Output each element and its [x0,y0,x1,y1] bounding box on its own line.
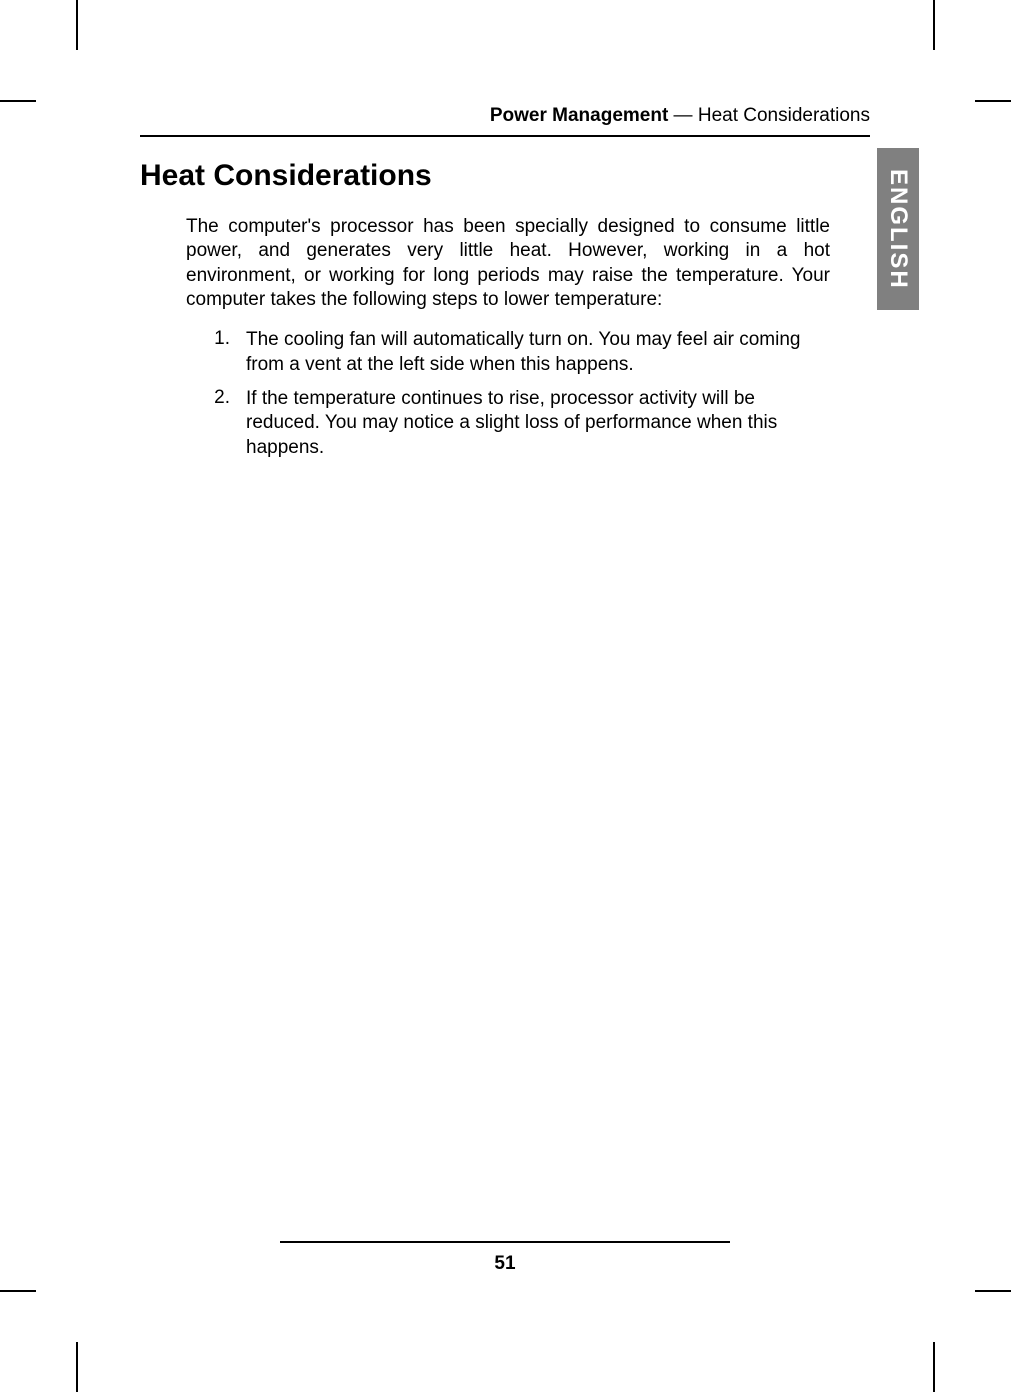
crop-mark [76,0,78,50]
crop-mark [76,1342,78,1392]
header-separator: — [668,105,698,126]
language-side-tab: ENGLISH [877,148,919,310]
running-header: Power Management — Heat Considerations [140,105,870,137]
intro-paragraph: The computer's processor has been specia… [186,215,830,312]
list-number: 2. [206,387,246,460]
list-text: If the temperature continues to rise, pr… [246,387,830,460]
crop-mark [933,1342,935,1392]
page-content: Power Management — Heat Considerations H… [140,105,870,1275]
section-title: Heat Considerations [140,159,870,193]
page-number: 51 [140,1253,870,1275]
header-chapter: Power Management [490,105,668,126]
list-text: The cooling fan will automatically turn … [246,328,830,377]
crop-mark [0,1290,36,1292]
numbered-list: 1. The cooling fan will automatically tu… [206,328,830,460]
crop-mark [0,100,36,102]
page-footer: 51 [140,1241,870,1275]
body-text-block: The computer's processor has been specia… [186,215,830,460]
list-item: 1. The cooling fan will automatically tu… [206,328,830,377]
header-section: Heat Considerations [698,105,870,126]
list-item: 2. If the temperature continues to rise,… [206,387,830,460]
crop-mark [975,1290,1011,1292]
crop-mark [975,100,1011,102]
language-label: ENGLISH [884,169,912,290]
footer-rule [280,1241,730,1243]
crop-mark [933,0,935,50]
list-number: 1. [206,328,246,377]
